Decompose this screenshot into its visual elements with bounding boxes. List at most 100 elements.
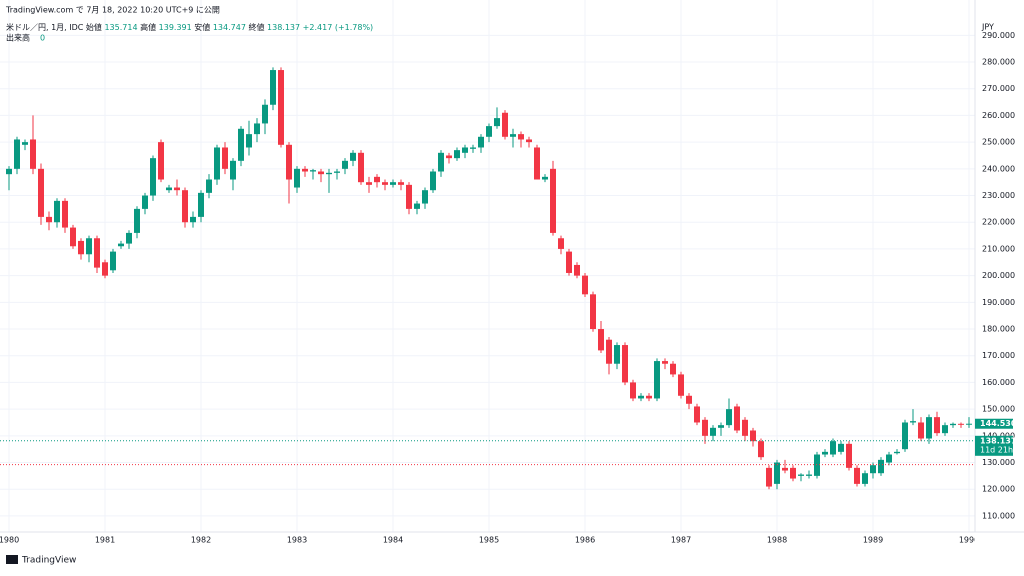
- x-tick-label: 1982: [191, 536, 211, 545]
- candle-body: [294, 168, 300, 188]
- candle-body: [390, 182, 396, 185]
- legend-row: 米ドル／円, 1月, IDC 始値 135.714 高値 139.391 安値 …: [6, 22, 373, 32]
- candle-body: [966, 423, 972, 425]
- candle-body: [806, 474, 812, 476]
- candle-body: [758, 441, 764, 458]
- candle-body: [678, 374, 684, 396]
- candle-body: [30, 139, 36, 169]
- currency: JPY: [981, 23, 994, 32]
- candle-body: [686, 395, 692, 404]
- candle-body: [766, 467, 772, 487]
- ohlc-value: 139.391: [159, 23, 192, 32]
- x-tick-label: 1988: [767, 536, 787, 545]
- candle-body: [350, 152, 356, 161]
- candle-body: [630, 382, 636, 399]
- candle-body: [878, 459, 884, 474]
- candle-body: [326, 172, 332, 175]
- price-tag: [975, 435, 1013, 456]
- candle-body: [198, 192, 204, 217]
- candle-body: [718, 425, 724, 428]
- candle-body: [6, 168, 12, 175]
- y-tick-label: 280.000: [982, 58, 1015, 67]
- candle-body: [606, 339, 612, 364]
- candle-body: [302, 168, 308, 172]
- candle-body: [70, 227, 76, 247]
- y-tick-label: 270.000: [982, 84, 1015, 93]
- candle-body: [838, 443, 844, 452]
- ohlc-label: 高値: [140, 22, 156, 32]
- y-tick-label: 220.000: [982, 218, 1015, 227]
- candle-body: [214, 147, 220, 180]
- candle-body: [486, 126, 492, 137]
- x-tick-label: 1983: [287, 536, 307, 545]
- candle-body: [622, 345, 628, 383]
- candles: 1980 1981 1982 1983 1984 1985 1986 1987 1988 1989…: [0, 67, 979, 545]
- candle-body: [158, 142, 164, 180]
- candle-body: [126, 232, 132, 244]
- axes: 110.000120.000130.000140.000150.000160.0…: [975, 31, 1017, 520]
- candle-body: [646, 395, 652, 399]
- candle-body: [918, 422, 924, 439]
- candle-body: [470, 147, 476, 149]
- candle-body: [654, 361, 660, 399]
- candle-body: [790, 467, 796, 479]
- candle-body: [22, 142, 28, 145]
- y-tick-label: 130.000: [982, 458, 1015, 467]
- candle-body: [286, 144, 292, 180]
- candle-body: [502, 112, 508, 137]
- candle-body: [710, 427, 716, 436]
- candle-body: [574, 264, 580, 276]
- candle-body: [734, 406, 740, 431]
- candle-body: [78, 240, 84, 255]
- candle-body: [478, 136, 484, 148]
- y-tick-label: 230.000: [982, 191, 1015, 200]
- candle-body: [942, 425, 948, 434]
- candle-body: [374, 176, 380, 183]
- x-tick-label: 1981: [95, 536, 115, 545]
- candle-body: [150, 158, 156, 196]
- candle-body: [174, 187, 180, 191]
- ohlc-value: 138.137: [267, 23, 300, 32]
- candle-body: [862, 473, 868, 484]
- candle-body: [454, 150, 460, 159]
- candle-body: [206, 179, 212, 193]
- candle-body: [310, 170, 316, 172]
- y-tick-label: 240.000: [982, 164, 1015, 173]
- candle-body: [118, 243, 124, 247]
- x-tick-label: 1990: [959, 536, 979, 545]
- candle-body: [14, 139, 20, 169]
- candle-body: [950, 423, 956, 426]
- grid: [0, 0, 975, 532]
- candle-body: [854, 467, 860, 484]
- candle-body: [662, 361, 668, 364]
- last-price-label: 144.530: [980, 419, 1017, 428]
- volume-value: 0: [40, 34, 45, 43]
- y-tick-label: 200.000: [982, 271, 1015, 280]
- candle-body: [342, 160, 348, 169]
- brand: TradingView: [21, 556, 76, 566]
- y-tick-label: 110.000: [982, 511, 1015, 520]
- candle-body: [926, 417, 932, 439]
- candle-body: [798, 474, 804, 476]
- y-tick-label: 170.000: [982, 351, 1015, 360]
- candle-body: [406, 184, 412, 209]
- candle-body: [582, 275, 588, 295]
- candle-body: [262, 104, 268, 124]
- candle-body: [398, 182, 404, 185]
- candle-body: [726, 409, 732, 426]
- published: TradingView.com で 7月 18, 2022 10:20 UTC+…: [5, 6, 220, 15]
- candle-body: [558, 238, 564, 249]
- candle-body: [742, 419, 748, 436]
- candle-body: [934, 417, 940, 434]
- candle-body: [102, 262, 108, 276]
- candle-body: [438, 152, 444, 172]
- candle-body: [166, 187, 172, 191]
- candle-body: [598, 329, 604, 351]
- candle-body: [246, 134, 252, 148]
- candle-body: [494, 118, 500, 127]
- candle-body: [94, 238, 100, 268]
- change: +2.417 (+1.78%): [303, 23, 374, 32]
- candle-body: [254, 123, 260, 135]
- x-tick-label: 1986: [575, 536, 595, 545]
- candle-body: [318, 171, 324, 175]
